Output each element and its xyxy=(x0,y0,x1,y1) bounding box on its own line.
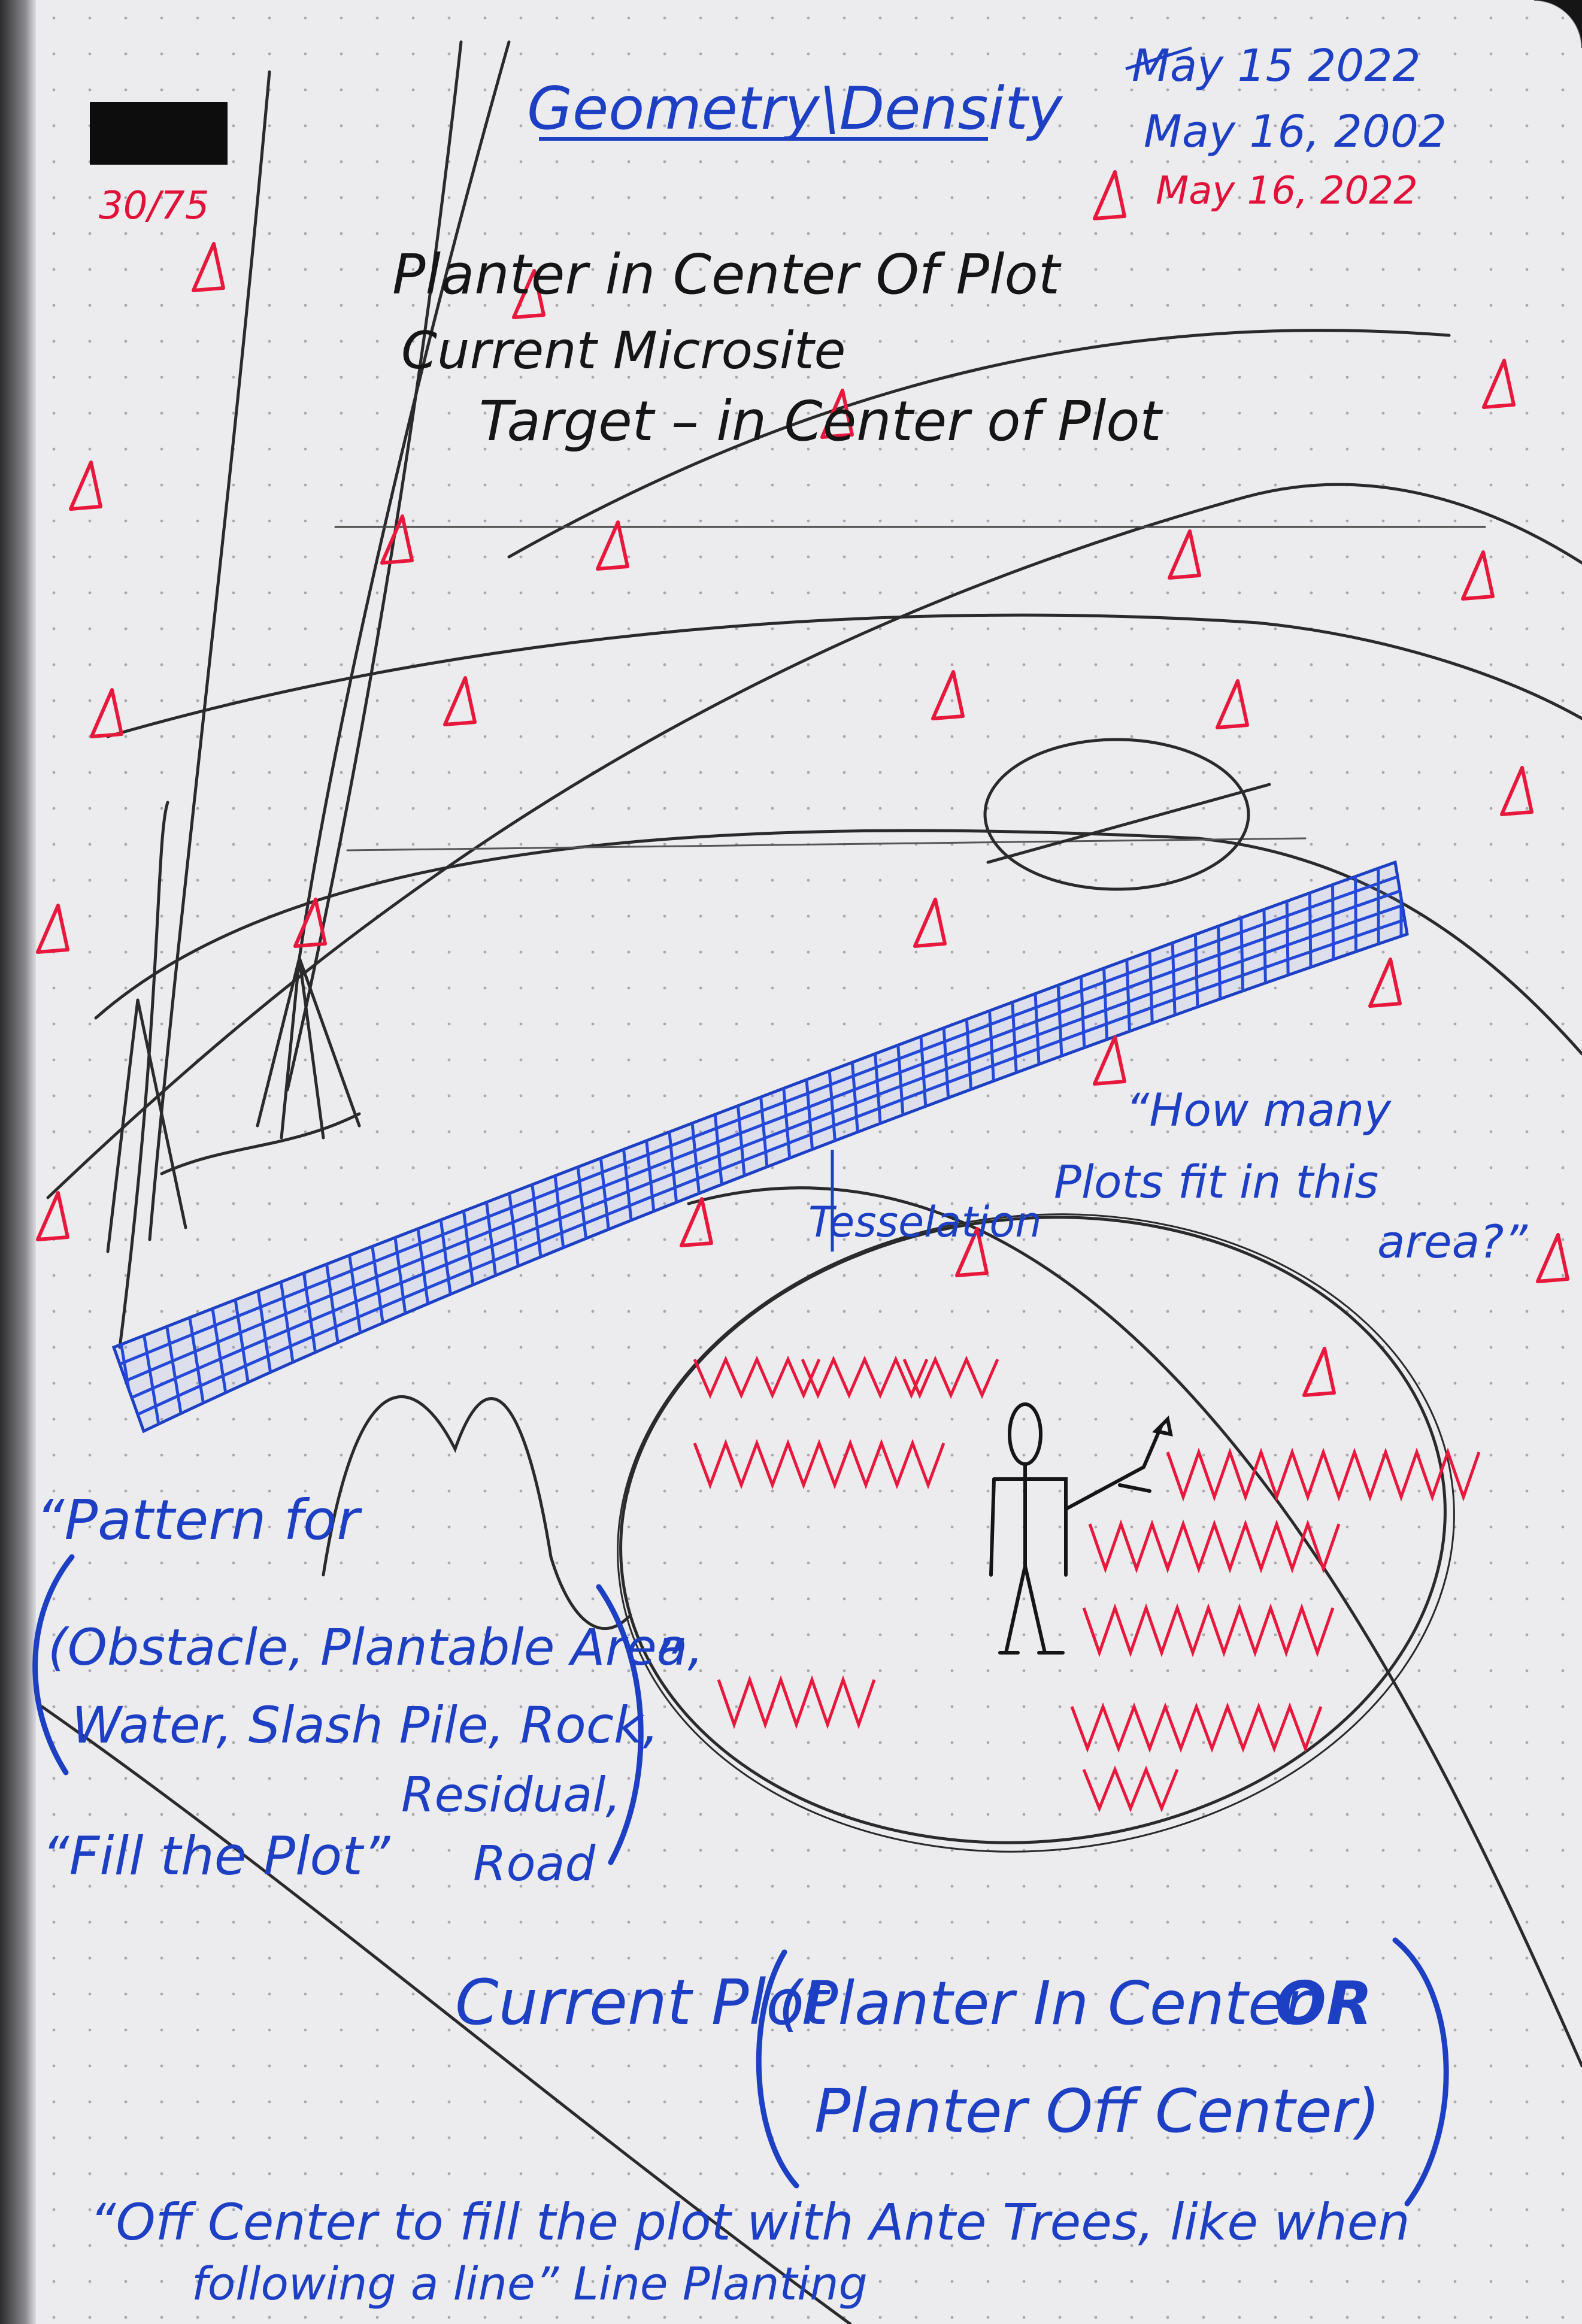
question-line-2: Plots fit in this xyxy=(1054,1155,1378,1208)
pattern-line-4: Residual, xyxy=(401,1767,621,1823)
tree-marker-icon xyxy=(1482,359,1516,409)
current-plot-option-1: (Planter In Center xyxy=(778,1968,1313,2038)
tree-markers xyxy=(36,170,1569,1397)
tree-stroke xyxy=(106,998,187,1253)
date-2: May 16, 2002 xyxy=(1144,106,1447,157)
line-left-vertical xyxy=(148,70,271,1241)
corner-note: 30/75 xyxy=(99,184,209,228)
tree-marker-icon xyxy=(90,688,123,738)
tree-marker-icon xyxy=(1216,679,1249,729)
tree-marker-icon xyxy=(293,898,327,948)
parentheses xyxy=(32,1554,1449,2207)
tree-marker-icon xyxy=(820,389,854,439)
line-top-arc xyxy=(507,329,1451,559)
tree-marker-icon xyxy=(36,904,69,954)
date-strike xyxy=(1125,46,1192,71)
tree-marker-icon xyxy=(1368,958,1402,1008)
tree-stroke-2 xyxy=(256,956,361,1140)
tree-marker-icon xyxy=(1093,1035,1126,1086)
obstacle-ellipse xyxy=(983,738,1250,891)
current-plot-or: OR xyxy=(1275,1968,1372,2038)
planting-zigzags xyxy=(693,1355,1481,1813)
tree-marker-icon xyxy=(680,1197,713,1247)
line-diagonal xyxy=(46,483,1582,1199)
tesselation-label: Tesselation xyxy=(808,1198,1042,1247)
line-right-sweep xyxy=(687,1186,1582,2068)
current-plot-option-2: Planter Off Center) xyxy=(814,2076,1380,2146)
page-title: Geometry\Density xyxy=(527,75,1063,143)
pattern-close-quote: ” xyxy=(650,1625,684,1701)
zigzag-row xyxy=(1166,1447,1481,1502)
pencil-strokes xyxy=(40,40,1582,2324)
zigzag-row xyxy=(801,1355,929,1399)
footer-line-1: “Off Center to fill the plot with Ante T… xyxy=(90,2193,1410,2252)
line-long-wave xyxy=(106,613,1582,738)
tesselation-grid xyxy=(118,862,1405,1431)
tree-marker-icon xyxy=(443,676,477,726)
current-plot-label: Current Plot xyxy=(455,1966,831,2039)
tree-marker-icon xyxy=(1168,529,1201,580)
tesselation-band xyxy=(111,860,1409,1434)
tree-marker-icon xyxy=(1500,766,1533,816)
note-planter-center: Planter in Center Of Plot xyxy=(392,243,1062,307)
ground-line xyxy=(160,1112,361,1175)
line-center-vertical xyxy=(298,40,511,960)
zigzag-row xyxy=(693,1438,945,1490)
line-bottom-diagonal xyxy=(40,1705,852,2324)
pattern-line-2: (Obstacle, Plantable Area, xyxy=(48,1618,704,1677)
pattern-line-5: Road xyxy=(473,1836,596,1892)
tree-marker-icon xyxy=(931,670,965,720)
note-current-microsite: Current Microsite xyxy=(401,321,845,381)
tree-marker-icon xyxy=(192,242,225,292)
zigzag-row xyxy=(1070,1702,1323,1753)
note-target: Target – in Center of Plot xyxy=(479,389,1163,453)
footer-line-2: following a line” Line Planting xyxy=(192,2257,868,2310)
line-mid-arc xyxy=(94,829,1582,1056)
plot-circle-outer xyxy=(617,1213,1455,1853)
line-tree-left xyxy=(118,801,169,1349)
ruled-line-2 xyxy=(346,837,1307,852)
tree-marker-icon xyxy=(1536,1233,1569,1283)
tree-marker-icon xyxy=(69,460,102,511)
date-3: May 16, 2022 xyxy=(1156,169,1418,213)
zigzag-row xyxy=(693,1355,821,1399)
tree-marker-icon xyxy=(36,1191,69,1241)
date-1: May 15 2022 xyxy=(1132,40,1421,92)
tree-marker-icon xyxy=(1093,170,1126,220)
notebook-gutter xyxy=(0,0,36,2324)
zigzag-row xyxy=(1082,1603,1335,1658)
question-line-1: “How many xyxy=(1126,1083,1392,1137)
tree-marker-icon xyxy=(1461,550,1495,601)
tree-marker-icon xyxy=(512,269,545,319)
tree-marker-icon xyxy=(1302,1347,1336,1397)
fill-the-plot: “Fill the Plot” xyxy=(42,1825,391,1887)
dot-grid xyxy=(36,0,1582,2324)
redaction-block xyxy=(90,102,228,165)
question-line-3: area?” xyxy=(1377,1215,1528,1268)
plot-circle xyxy=(619,1216,1447,1844)
mountain-outline xyxy=(322,1395,631,1631)
zigzag-row xyxy=(717,1675,876,1729)
zigzag-row xyxy=(1088,1519,1341,1574)
zigzag-row xyxy=(902,1355,999,1399)
tree-marker-icon xyxy=(955,1227,989,1277)
tree-marker-icon xyxy=(596,520,629,571)
pattern-line-3: Water, Slash Pile, Rock, xyxy=(72,1696,659,1755)
pattern-line-1: “Pattern for xyxy=(36,1488,362,1552)
zigzag-row xyxy=(1082,1765,1179,1813)
planter-figure xyxy=(989,1402,1173,1655)
obstacle-line xyxy=(986,783,1271,864)
tree-marker-icon xyxy=(913,898,947,948)
tree-marker-icon xyxy=(380,514,414,565)
